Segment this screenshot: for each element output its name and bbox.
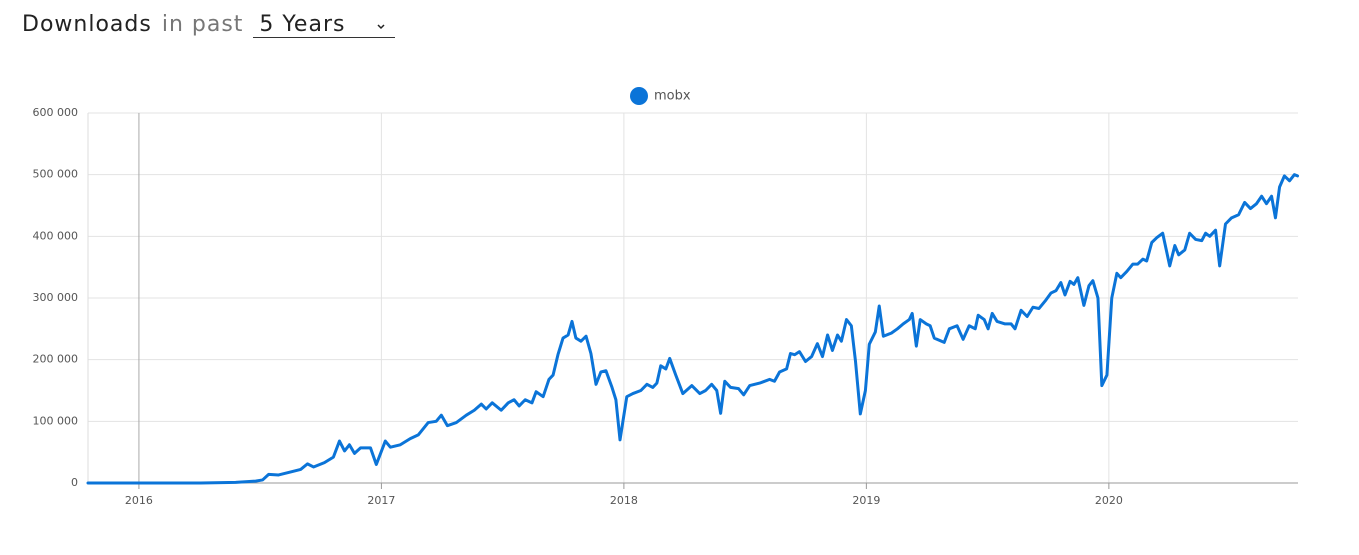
chevron [377,24,385,30]
header: Downloads in past 5 Years [22,12,396,48]
x-tick-label: 2019 [852,494,880,507]
y-tick-label: 300 000 [33,291,79,304]
series-line [86,173,1300,485]
x-tick-label: 2017 [367,494,395,507]
x-tick-label: 2018 [610,494,638,507]
x-tick-label: 2020 [1095,494,1123,507]
legend-swatch [630,87,648,105]
y-tick-label: 0 [71,476,78,489]
y-tick-label: 500 000 [33,168,79,181]
period-value: 5 Years [259,12,346,37]
y-tick-label: 400 000 [33,229,79,242]
x-tick-label: 2016 [125,494,153,507]
period-select[interactable]: 5 Years [253,12,396,38]
title: Downloads [22,12,152,37]
legend-label: mobx [654,89,691,104]
period-label: in past [161,12,244,37]
y-tick-label: 600 000 [33,106,79,119]
y-tick-label: 100 000 [33,414,79,427]
y-tick-label: 200 000 [33,353,79,366]
